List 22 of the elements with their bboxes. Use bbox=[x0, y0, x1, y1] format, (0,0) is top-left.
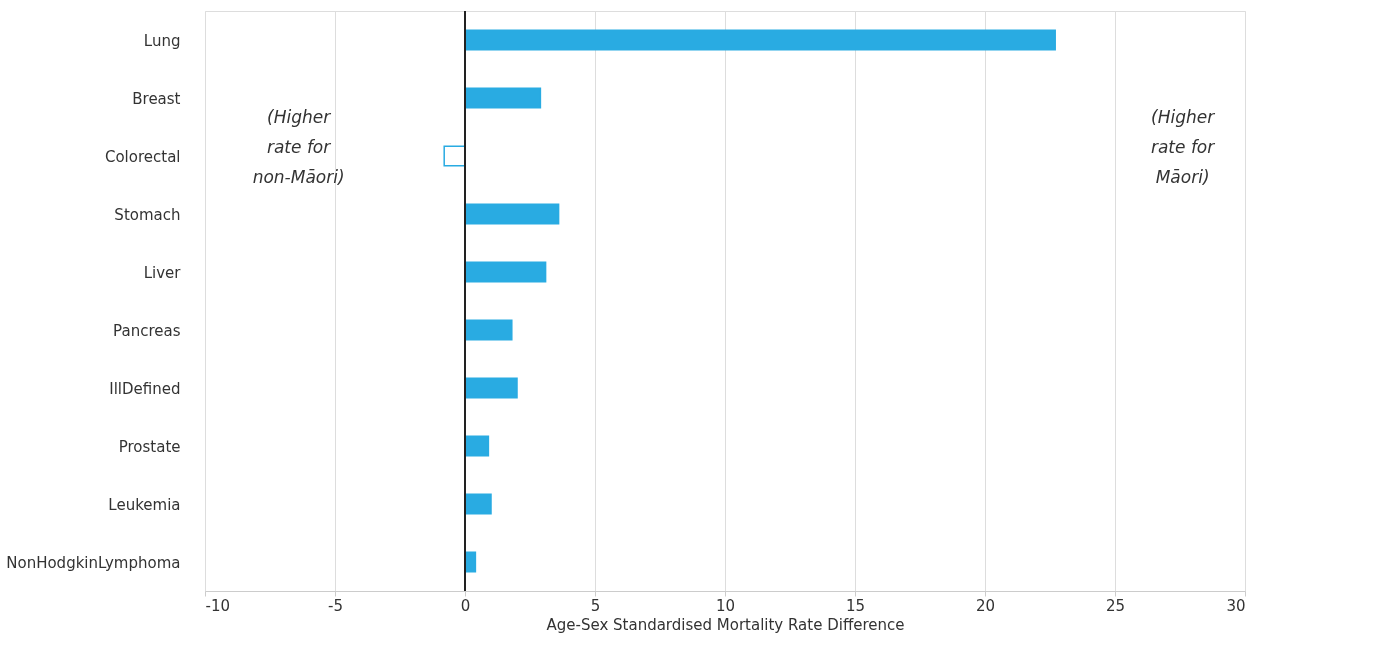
x-tick-label: 5 bbox=[590, 596, 601, 615]
y-tick-label: Pancreas bbox=[113, 321, 181, 340]
x-tick-label: 0 bbox=[460, 596, 471, 615]
x-tick-label: -10 bbox=[205, 596, 230, 615]
annotation: (Higher rate for non-Māori) bbox=[252, 106, 345, 187]
y-tick-label: NonHodgkinLymphoma bbox=[6, 553, 181, 572]
x-tick-label: 20 bbox=[975, 596, 996, 615]
y-tick-label: Colorectal bbox=[104, 147, 181, 166]
x-axis-title: Age-Sex Standardised Mortality Rate Difference bbox=[546, 615, 905, 634]
y-tick-label: Liver bbox=[143, 263, 182, 282]
y-tick-label: IllDefined bbox=[109, 379, 181, 398]
y-tick-label: Leukemia bbox=[108, 495, 181, 514]
x-tick-label: -5 bbox=[328, 596, 343, 615]
y-tick-label: Stomach bbox=[114, 205, 181, 224]
x-tick-label: 30 bbox=[1226, 596, 1246, 615]
x-tick-label: 10 bbox=[715, 596, 736, 615]
annotation: (Higher rate for Māori) bbox=[1150, 106, 1216, 187]
y-tick-label: Breast bbox=[132, 89, 181, 108]
x-tick-label: 25 bbox=[1105, 596, 1126, 615]
x-tick-label: 15 bbox=[845, 596, 866, 615]
y-tick-label: Lung bbox=[143, 31, 181, 50]
y-tick-label: Prostate bbox=[118, 437, 181, 456]
